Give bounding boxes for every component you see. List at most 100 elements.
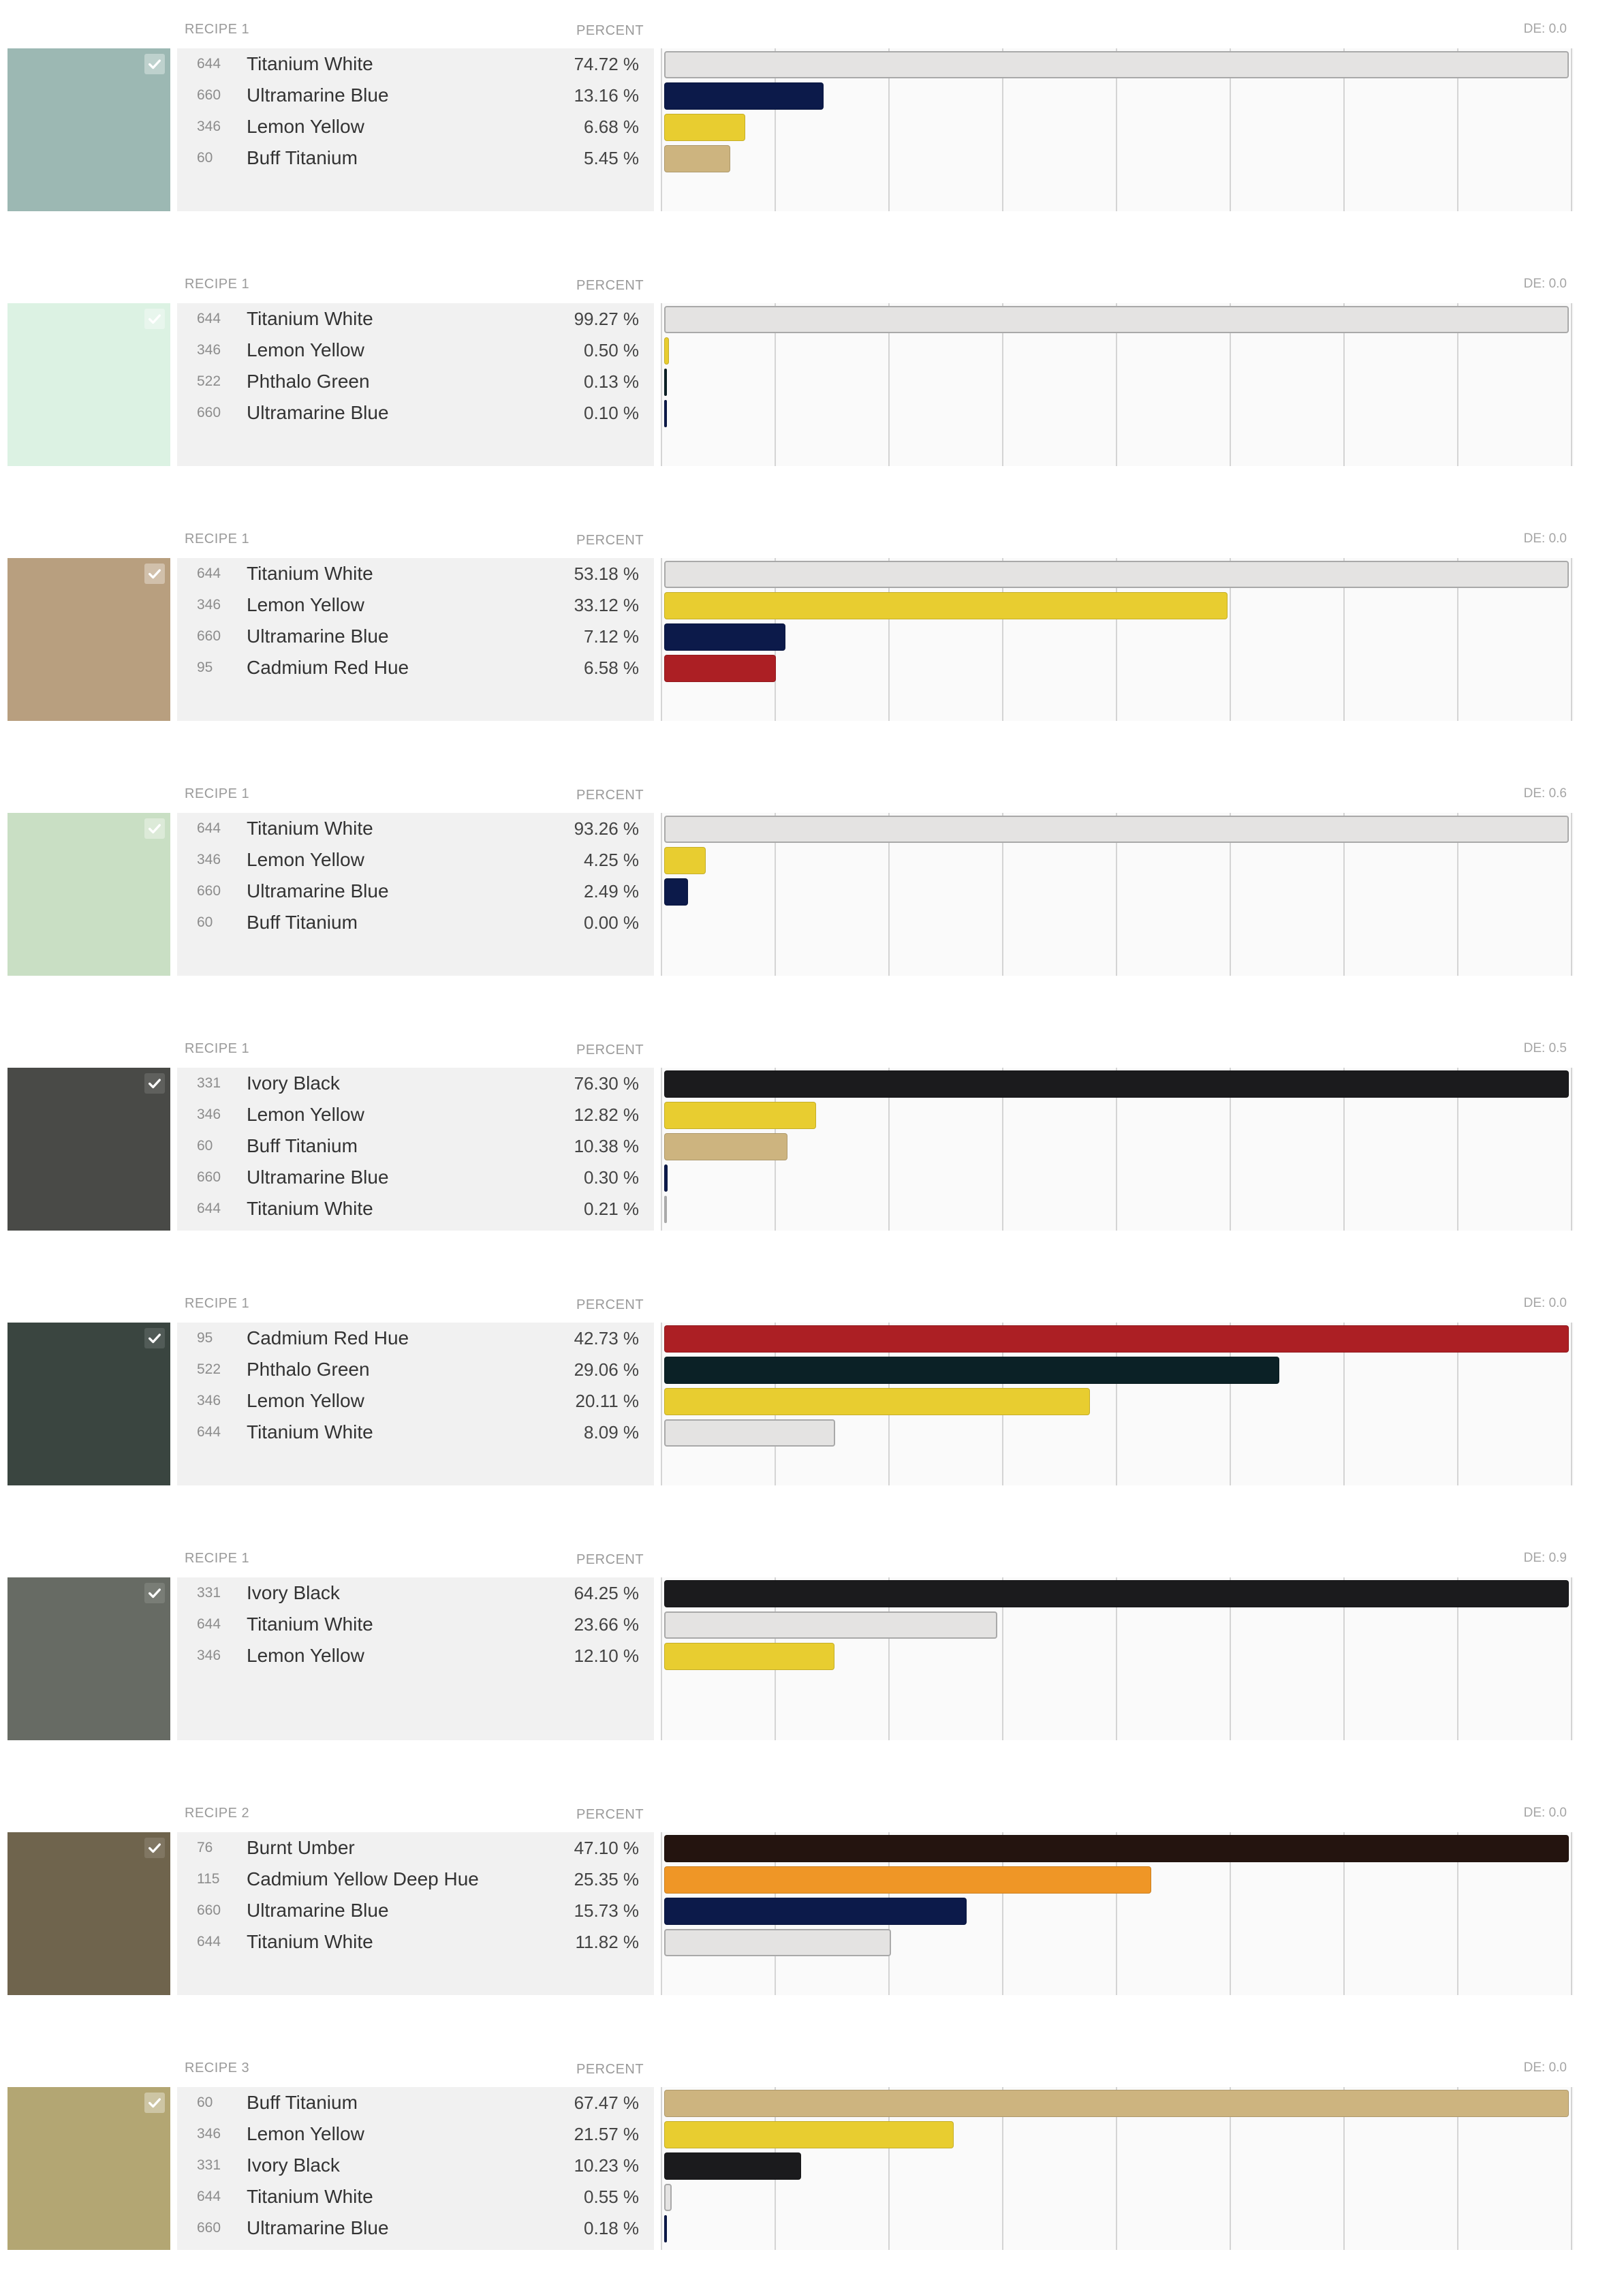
ingredient-row: 660 Ultramarine Blue 2.49 %: [177, 876, 654, 907]
ingredient-bar: [664, 1357, 1280, 1384]
chart-gridline: [1116, 48, 1117, 211]
ingredient-name: Titanium White: [247, 563, 373, 584]
recipe-label: RECIPE 3: [185, 2060, 250, 2075]
color-swatch[interactable]: [7, 813, 170, 976]
delta-e-value: DE: 0.6: [1523, 786, 1567, 801]
chart-gridline: [1343, 303, 1345, 466]
ingredient-row: 60 Buff Titanium 67.47 %: [177, 2087, 654, 2118]
check-icon[interactable]: [144, 1073, 165, 1094]
ingredient-bar: [664, 816, 1569, 843]
chart-gridline: [1002, 558, 1003, 721]
ingredient-name: Titanium White: [247, 2186, 373, 2207]
ingredient-row: 644 Titanium White 99.27 %: [177, 303, 654, 335]
ingredient-bar: [664, 655, 777, 682]
chart-gridline: [1116, 1832, 1117, 1995]
ingredient-percent: 64.25 %: [574, 1583, 639, 1603]
check-icon[interactable]: [144, 818, 165, 839]
ingredient-code: 660: [197, 1169, 221, 1185]
ingredient-name: Lemon Yellow: [247, 849, 364, 870]
ingredient-name: Ultramarine Blue: [247, 2217, 389, 2238]
ingredient-code: 522: [197, 373, 221, 389]
ingredient-percent: 47.10 %: [574, 1838, 639, 1858]
color-swatch[interactable]: [7, 558, 170, 721]
ingredient-name: Titanium White: [247, 818, 373, 839]
recipe-label: RECIPE 1: [185, 1041, 250, 1056]
chart-gridline: [1230, 303, 1231, 466]
ingredient-row: 346 Lemon Yellow 12.10 %: [177, 1640, 654, 1671]
ingredient-percent: 5.45 %: [584, 148, 639, 168]
chart-gridline: [1116, 558, 1117, 721]
ingredient-row: 644 Titanium White 53.18 %: [177, 558, 654, 589]
recipe-label: RECIPE 1: [185, 1551, 250, 1566]
ingredient-code: 660: [197, 405, 221, 420]
ingredient-list: 95 Cadmium Red Hue 42.73 % 522 Phthalo Green…: [177, 1323, 654, 1485]
chart-gridline: [888, 303, 890, 466]
ingredient-code: 644: [197, 820, 221, 836]
recipe-block: RECIPE 3 PERCENT DE: 0.0 60 Buff Titanium 67.…: [0, 2039, 1624, 2264]
check-icon[interactable]: [144, 564, 165, 584]
check-icon[interactable]: [144, 1583, 165, 1603]
ingredient-bar: [664, 2121, 954, 2148]
percent-column-header: PERCENT: [576, 2062, 644, 2077]
ingredient-code: 331: [197, 2157, 221, 2173]
recipe-block: RECIPE 1 PERCENT DE: 0.5 331 Ivory Black 76.3…: [0, 1019, 1624, 1244]
ingredient-percent: 2.49 %: [584, 881, 639, 901]
color-swatch[interactable]: [7, 303, 170, 466]
ingredient-row: 660 Ultramarine Blue 0.30 %: [177, 1162, 654, 1193]
ingredient-percent: 0.10 %: [584, 403, 639, 423]
chart-gridline: [775, 48, 776, 211]
ingredient-code: 76: [197, 1840, 213, 1855]
ingredient-code: 346: [197, 1393, 221, 1408]
ingredient-name: Ivory Black: [247, 1072, 340, 1094]
chart-gridline: [1457, 2087, 1458, 2250]
ingredient-bar: [664, 1133, 787, 1160]
ingredient-code: 644: [197, 1424, 221, 1440]
color-swatch[interactable]: [7, 2087, 170, 2250]
ingredient-bar: [664, 1070, 1569, 1098]
ingredient-name: Lemon Yellow: [247, 1390, 364, 1411]
chart-gridline: [661, 1832, 662, 1995]
check-icon[interactable]: [144, 309, 165, 329]
chart-gridline: [1457, 303, 1458, 466]
ingredient-code: 644: [197, 56, 221, 72]
recipe-label: RECIPE 1: [185, 531, 250, 546]
ingredient-code: 60: [197, 2095, 213, 2110]
chart-gridline: [1457, 1323, 1458, 1485]
chart-gridline: [661, 1323, 662, 1485]
ingredient-code: 644: [197, 1201, 221, 1216]
chart-gridline: [1230, 1068, 1231, 1231]
ingredient-row: 346 Lemon Yellow 12.82 %: [177, 1099, 654, 1130]
color-swatch[interactable]: [7, 1832, 170, 1995]
chart-gridline: [1343, 1832, 1345, 1995]
chart-gridline: [661, 303, 662, 466]
ingredient-percent: 25.35 %: [574, 1869, 639, 1889]
check-icon[interactable]: [144, 2093, 165, 2113]
ingredient-row: 95 Cadmium Red Hue 42.73 %: [177, 1323, 654, 1354]
ingredient-code: 60: [197, 1138, 213, 1154]
color-swatch[interactable]: [7, 1577, 170, 1740]
color-swatch[interactable]: [7, 1323, 170, 1485]
ingredient-row: 660 Ultramarine Blue 15.73 %: [177, 1895, 654, 1926]
ingredient-percent: 29.06 %: [574, 1359, 639, 1380]
chart-gridline: [1230, 48, 1231, 211]
ingredient-bar: [664, 51, 1569, 78]
check-icon[interactable]: [144, 1838, 165, 1858]
chart-gridline: [1230, 813, 1231, 976]
chart-gridline: [1571, 2087, 1572, 2250]
color-swatch[interactable]: [7, 1068, 170, 1231]
chart-gridline: [1116, 1323, 1117, 1485]
delta-e-value: DE: 0.0: [1523, 2060, 1567, 2075]
ingredient-code: 644: [197, 2189, 221, 2204]
ingredient-row: 522 Phthalo Green 29.06 %: [177, 1354, 654, 1385]
color-swatch[interactable]: [7, 48, 170, 211]
ingredient-list: 644 Titanium White 53.18 % 346 Lemon Yellow 3…: [177, 558, 654, 721]
percent-column-header: PERCENT: [576, 1297, 644, 1312]
chart-gridline: [888, 1068, 890, 1231]
check-icon[interactable]: [144, 54, 165, 74]
chart-gridline: [775, 813, 776, 976]
chart-gridline: [1116, 1068, 1117, 1231]
ingredient-bar: [664, 1611, 998, 1639]
ingredient-name: Cadmium Red Hue: [247, 1327, 409, 1348]
chart-gridline: [1457, 1577, 1458, 1740]
check-icon[interactable]: [144, 1328, 165, 1348]
